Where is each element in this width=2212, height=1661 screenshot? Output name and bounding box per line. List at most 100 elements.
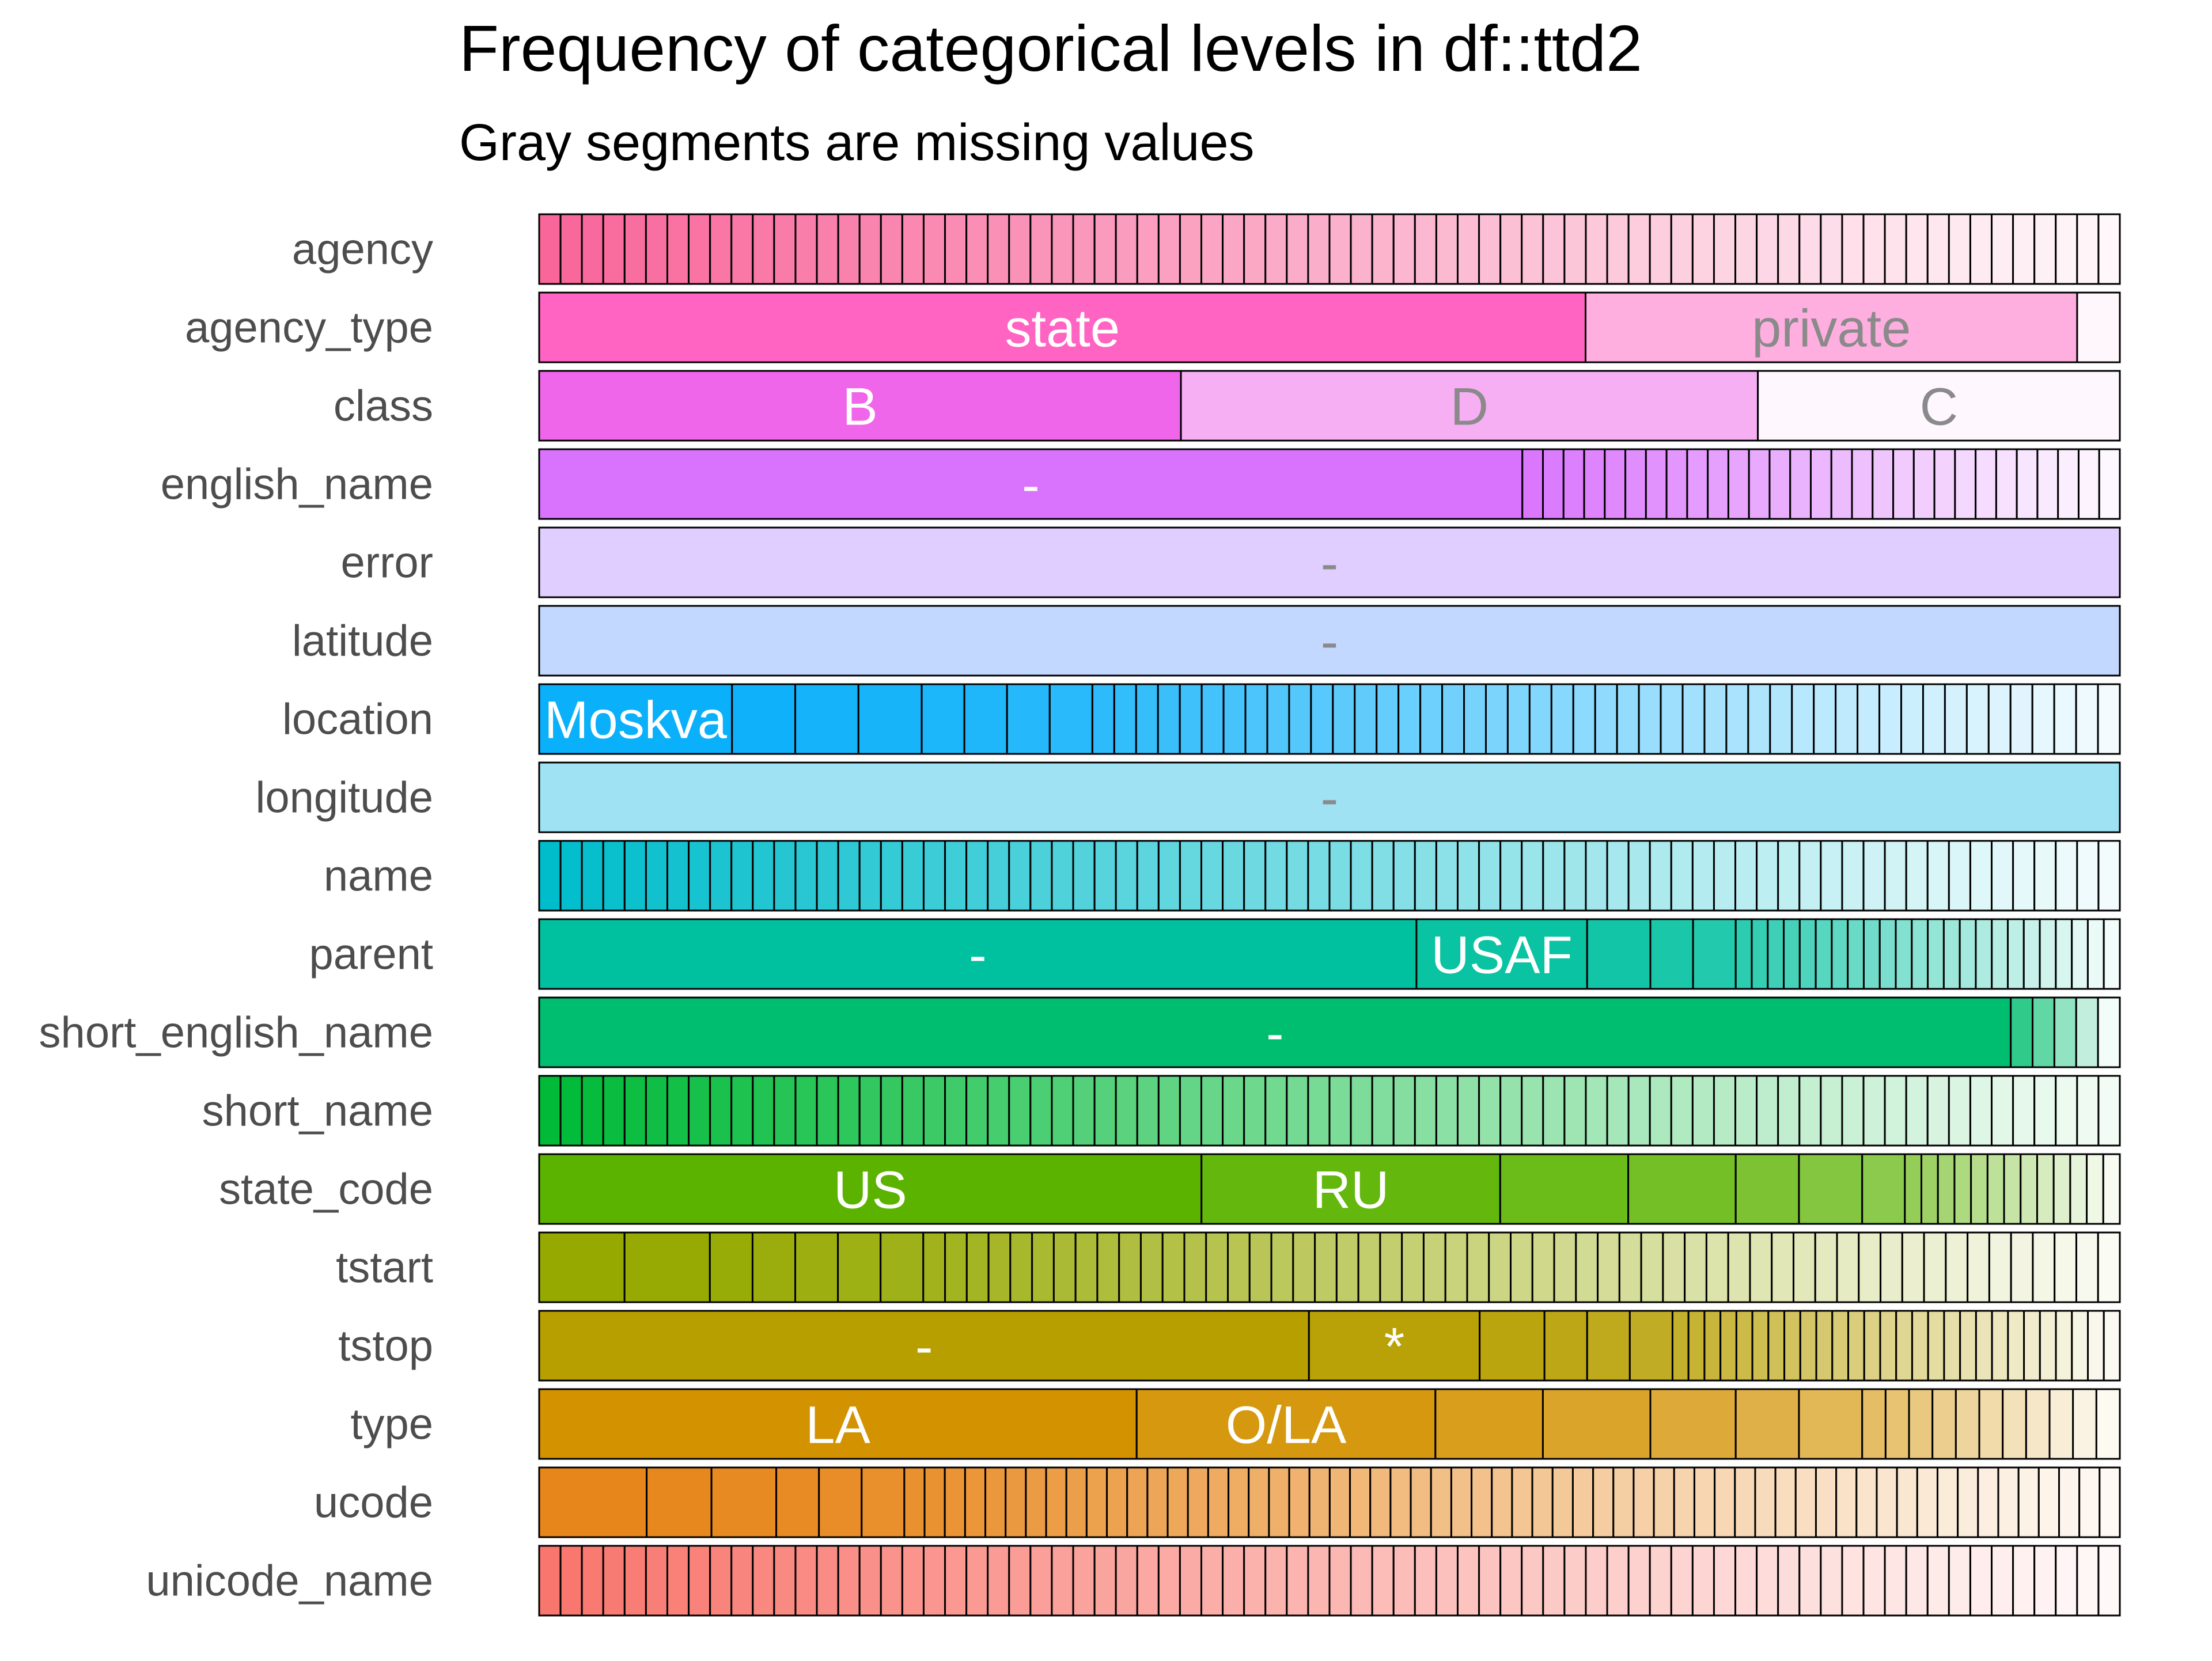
bar-segment [538,1388,1138,1460]
bar-segment [1670,1075,1694,1147]
bar-segment [2055,213,2078,285]
bar-segment [2097,213,2121,285]
bar-segment [1350,1545,1373,1617]
bar-segment [730,840,754,912]
bar-tstop: - * [538,1310,2121,1382]
row-label-state-code: state_code [219,1165,433,1214]
bar-segment [922,840,946,912]
bar-segment [1927,1310,1945,1382]
bar-segment [1862,918,1881,990]
bar-segment [1244,683,1268,755]
segment-label: - [1321,613,1339,672]
bar-segment [1670,1545,1694,1617]
bar-segment [1328,840,1352,912]
bar-segment [1157,683,1181,755]
bar-segment [2003,1153,2022,1225]
bar-segment [1774,1466,1797,1538]
bar-segment [1943,1310,1961,1382]
bar-segment [1499,1545,1523,1617]
bar-segment [2033,213,2057,285]
bar-segment [1841,213,1865,285]
bar-segment [1831,918,1849,990]
bar-segment [2025,1388,2051,1460]
row-label-tstart: tstart [336,1243,433,1292]
bar-segment [2102,1153,2121,1225]
bar-segment [581,1075,604,1147]
bar-segment [1653,1466,1675,1538]
bar-segment [1820,1545,1843,1617]
bar-segment [903,1466,926,1538]
bar-segment [1757,370,2121,442]
bar-segment [1692,918,1737,990]
bar-segment [1051,840,1074,912]
bar-segment [1222,840,1245,912]
bar-segment [1479,1310,1546,1382]
bar-segment [858,1545,882,1617]
bar-segment [1379,1231,1403,1303]
bar-segment [1691,213,1715,285]
bar-segment [2053,996,2077,1068]
bar-english-name: - [538,448,2121,520]
bar-segment [1200,1075,1224,1147]
bar-segment [1136,1075,1160,1147]
bar-segment [1307,213,1331,285]
bar-segment [1862,213,1886,285]
bar-segment [2012,1075,2036,1147]
bar-segment [1815,918,1833,990]
segment-label: D [1450,378,1488,437]
bar-segment [1031,1231,1055,1303]
bar-segment [2033,1075,2057,1147]
bar-segment [1954,448,1977,520]
bar-segment [1751,1310,1770,1382]
bar-segment [1200,1545,1224,1617]
bar-segment [837,1231,882,1303]
bar-segment [1734,1388,1800,1460]
bar-segment [2055,840,2078,912]
bar-segment [1905,213,1929,285]
bar-segment [1975,448,1997,520]
bar-short-name [538,1075,2121,1147]
bar-segment [1872,448,1895,520]
bar-segment [1691,840,1715,912]
bar-segment [1136,840,1160,912]
bar-segment [1681,683,1706,755]
bar-segment [1222,1545,1245,1617]
bar-segment [1777,1075,1801,1147]
bar-segment [1799,1310,1817,1382]
bar-segment [1414,840,1437,912]
bar-segment [1792,1231,1816,1303]
bar-segment [1456,1545,1480,1617]
bar-segment [1670,213,1694,285]
bar-segment [1627,213,1651,285]
bar-segment [1649,840,1672,912]
bar-segment [623,1545,647,1617]
segment-label: US [834,1161,907,1220]
bar-segment [1106,1466,1128,1538]
bar-segment [1563,213,1587,285]
bar-segment [1861,1153,1906,1225]
bar-segment [1798,1545,1822,1617]
bar-segment [1991,1545,2014,1617]
bar-segment [987,1075,1010,1147]
bar-segment [2009,683,2033,755]
bar-segment [921,683,965,755]
bar-segment [1813,683,1837,755]
bar-segment [794,1545,818,1617]
bar-segment [2103,1310,2121,1382]
bar-segment [1308,1310,1481,1382]
bar-segment [1179,683,1203,755]
bar-segment [1618,1231,1642,1303]
bar-segment [2016,448,2039,520]
bar-error: - [538,526,2121,598]
bar-segment [1349,1466,1372,1538]
bar-segment [1627,1075,1651,1147]
bar-segment [1029,213,1053,285]
bar-segment [1139,1231,1164,1303]
bar-segment [1965,683,1990,755]
bar-segment [2075,996,2099,1068]
bar-segment [1926,213,1950,285]
bar-segment [1649,1545,1672,1617]
bar-segment [1905,1545,1929,1617]
